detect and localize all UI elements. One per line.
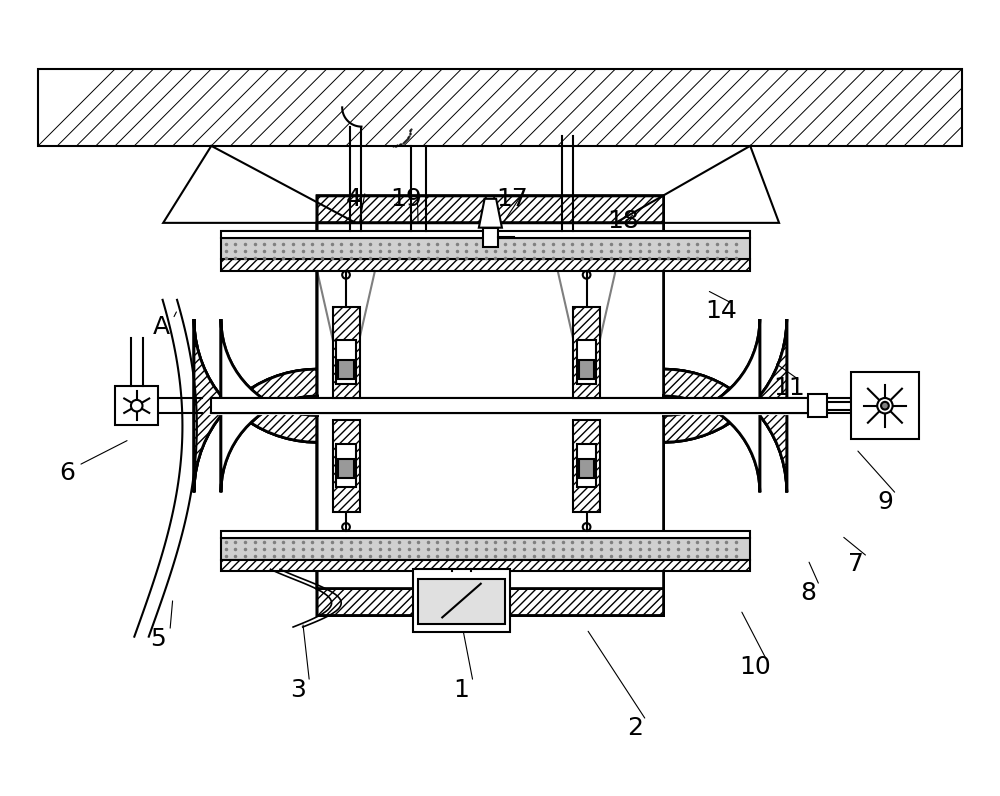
Polygon shape xyxy=(221,238,750,259)
Text: 19: 19 xyxy=(390,187,422,211)
Text: 2: 2 xyxy=(627,716,643,740)
Text: 14: 14 xyxy=(705,299,737,323)
Polygon shape xyxy=(194,196,787,615)
Text: 10: 10 xyxy=(739,655,771,680)
Text: 11: 11 xyxy=(773,377,805,400)
Polygon shape xyxy=(338,458,354,478)
Polygon shape xyxy=(418,579,505,624)
Circle shape xyxy=(877,398,893,413)
Polygon shape xyxy=(221,223,760,588)
Polygon shape xyxy=(808,410,851,413)
Polygon shape xyxy=(851,372,919,439)
Polygon shape xyxy=(221,231,750,238)
Polygon shape xyxy=(577,340,596,384)
Text: A: A xyxy=(153,314,170,339)
Polygon shape xyxy=(194,196,787,615)
Polygon shape xyxy=(115,386,158,425)
Text: 5: 5 xyxy=(151,626,166,650)
Polygon shape xyxy=(333,420,360,512)
Polygon shape xyxy=(579,360,594,379)
Text: 8: 8 xyxy=(800,581,816,605)
Polygon shape xyxy=(808,398,851,402)
Polygon shape xyxy=(808,394,827,417)
Text: 7: 7 xyxy=(848,552,864,576)
Polygon shape xyxy=(333,306,360,398)
Polygon shape xyxy=(221,531,750,539)
Polygon shape xyxy=(38,69,962,146)
Polygon shape xyxy=(338,360,354,379)
Polygon shape xyxy=(336,444,356,487)
Circle shape xyxy=(131,400,143,412)
Text: 4: 4 xyxy=(346,187,362,211)
Polygon shape xyxy=(577,444,596,487)
Polygon shape xyxy=(483,228,498,247)
Polygon shape xyxy=(573,306,600,398)
Polygon shape xyxy=(573,420,600,512)
Text: 9: 9 xyxy=(877,490,893,514)
Text: 1: 1 xyxy=(454,677,469,701)
Text: 17: 17 xyxy=(497,187,528,211)
Polygon shape xyxy=(211,398,808,413)
Polygon shape xyxy=(413,569,510,632)
Polygon shape xyxy=(221,539,750,560)
Polygon shape xyxy=(579,458,594,478)
Polygon shape xyxy=(336,340,356,384)
Polygon shape xyxy=(221,223,760,588)
Polygon shape xyxy=(221,560,750,572)
Circle shape xyxy=(881,402,889,410)
Polygon shape xyxy=(221,259,750,271)
Text: 3: 3 xyxy=(290,677,306,701)
Text: 6: 6 xyxy=(59,461,75,485)
Text: 18: 18 xyxy=(607,209,639,233)
Polygon shape xyxy=(194,196,787,615)
Polygon shape xyxy=(479,199,502,228)
